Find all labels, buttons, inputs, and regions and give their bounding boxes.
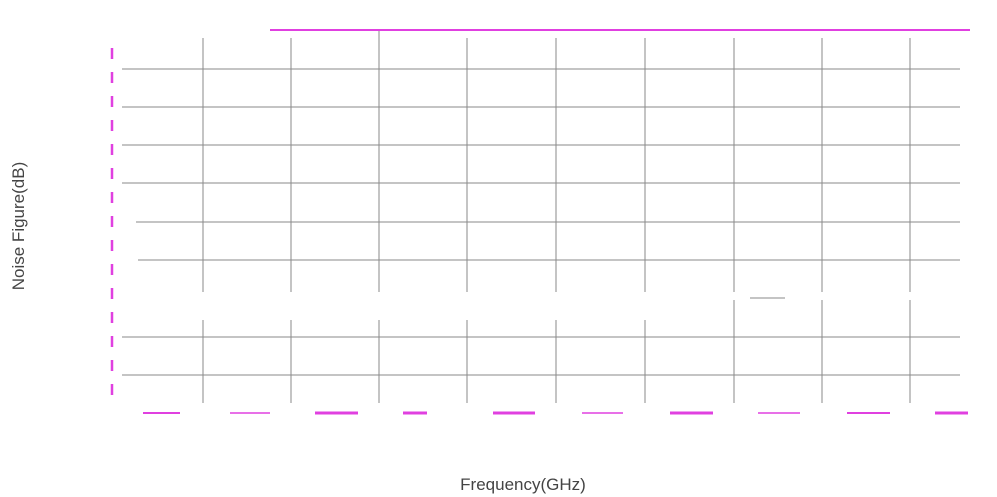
grid-gaps bbox=[0, 0, 997, 423]
grid-gap bbox=[118, 210, 136, 228]
grid-gap bbox=[713, 292, 750, 300]
grid-gap bbox=[118, 403, 990, 423]
grid-gap bbox=[118, 250, 138, 270]
grid-gap bbox=[0, 0, 270, 38]
grid-gap bbox=[960, 40, 997, 420]
x-axis-label: Frequency(GHz) bbox=[460, 475, 586, 494]
grid-gap bbox=[118, 292, 713, 320]
series-traces bbox=[110, 29, 970, 415]
grid-gap bbox=[785, 292, 990, 300]
y-axis-label: Noise Figure(dB) bbox=[9, 162, 28, 291]
plot-grid bbox=[122, 30, 990, 405]
